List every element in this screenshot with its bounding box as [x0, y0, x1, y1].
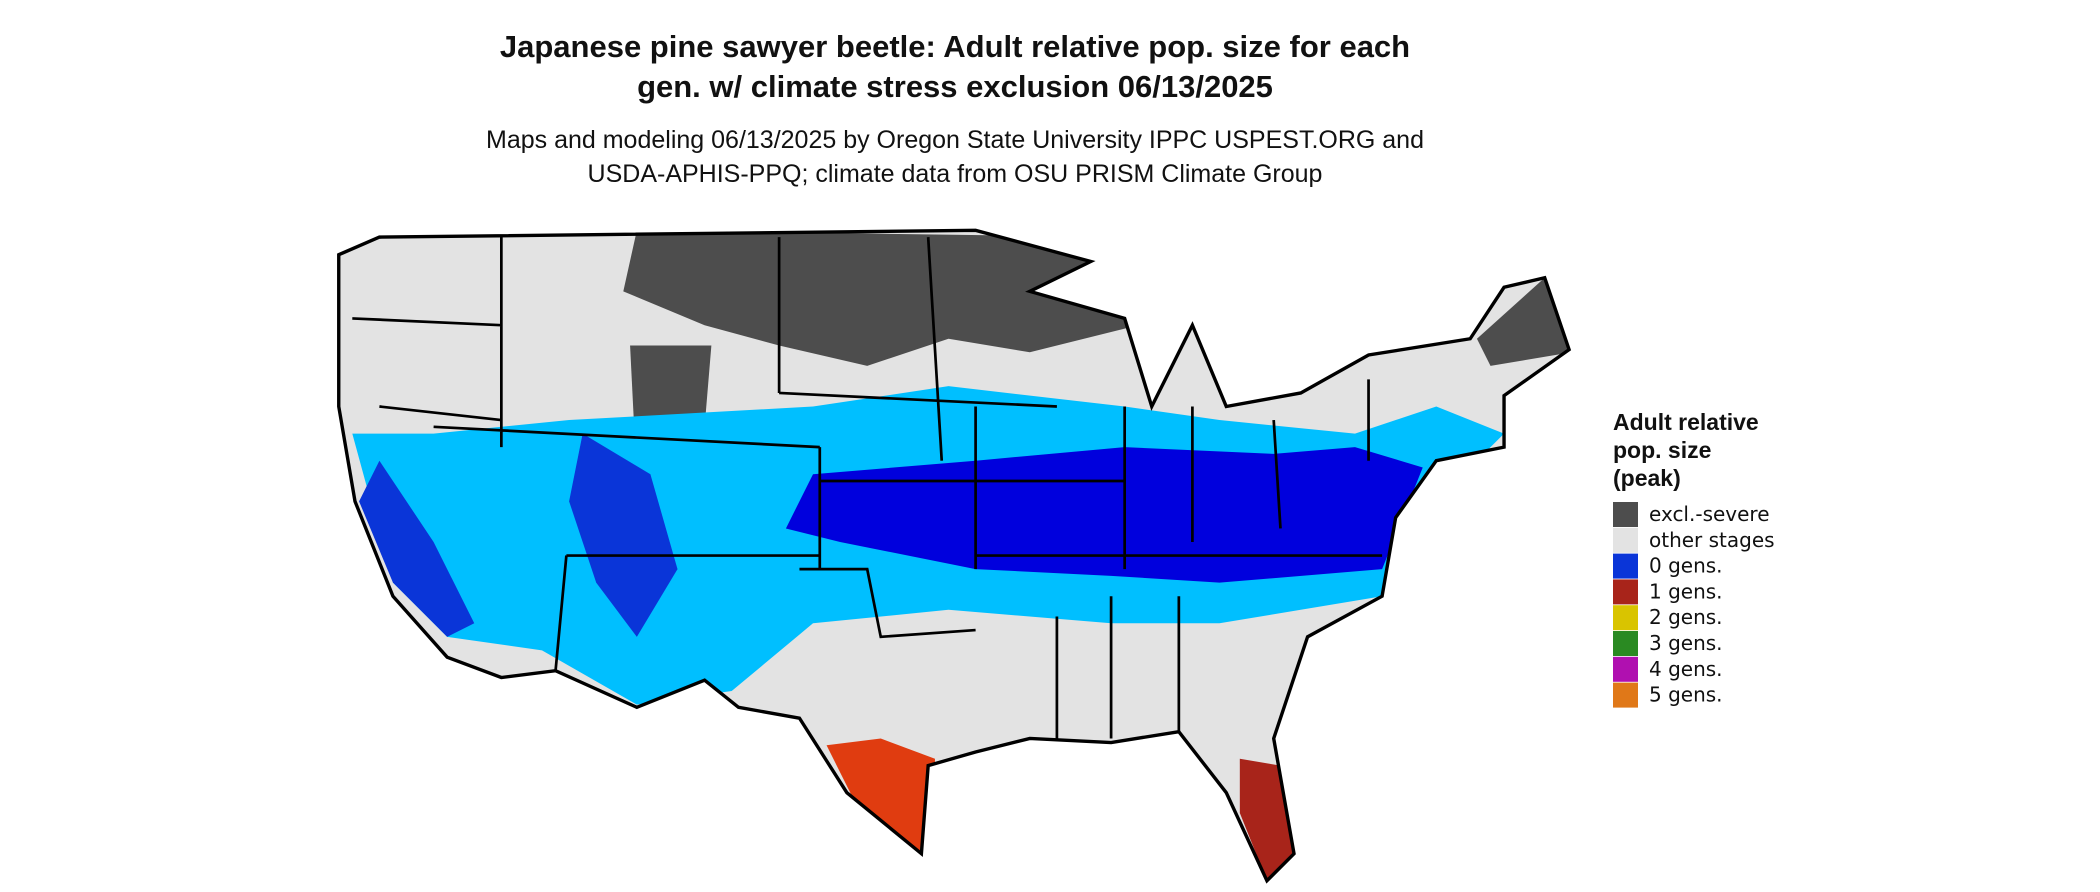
- legend-swatch: [1613, 527, 1638, 553]
- legend-swatch: [1613, 579, 1638, 605]
- legend-swatch: [1613, 553, 1638, 579]
- region-red: [1239, 758, 1295, 881]
- legend-swatch: [1613, 631, 1638, 656]
- legend-swatch: [1613, 502, 1638, 527]
- title: Japanese pine sawyer beetle: Adult relat…: [500, 29, 1410, 64]
- excluded-region: [630, 345, 712, 427]
- subtitle: USDA-APHIS-PPQ; climate data from OSU PR…: [588, 160, 1323, 188]
- excluded-region: [1476, 277, 1570, 366]
- state-lines: [352, 237, 1383, 739]
- legend-label: excl.-severe: [1649, 502, 1770, 526]
- legend-title: Adult relative: [1613, 409, 1759, 435]
- legend-label: 3 gens.: [1649, 631, 1723, 655]
- legend-swatch: [1613, 605, 1638, 631]
- legend-label: 0 gens.: [1649, 554, 1723, 578]
- excluded-region: [623, 230, 1139, 366]
- subtitle: Maps and modeling 06/13/2025 by Oregon S…: [486, 126, 1424, 154]
- legend-swatch: [1613, 656, 1638, 682]
- legend-title: pop. size: [1613, 437, 1711, 463]
- legend-label: 4 gens.: [1649, 657, 1723, 681]
- legend-label: 1 gens.: [1649, 579, 1723, 603]
- us-map: [337, 228, 1572, 884]
- legend-label: 5 gens.: [1649, 683, 1723, 707]
- legend-swatch: [1613, 682, 1638, 708]
- title: gen. w/ climate stress exclusion 06/13/2…: [637, 69, 1273, 104]
- us-outline: [337, 228, 1572, 884]
- legend-title: (peak): [1613, 465, 1681, 491]
- legend-label: 2 gens.: [1649, 605, 1723, 629]
- legend-label: other stages: [1649, 528, 1775, 552]
- region-red: [826, 738, 935, 854]
- region-blue: [569, 433, 678, 637]
- region-blue: [359, 460, 475, 637]
